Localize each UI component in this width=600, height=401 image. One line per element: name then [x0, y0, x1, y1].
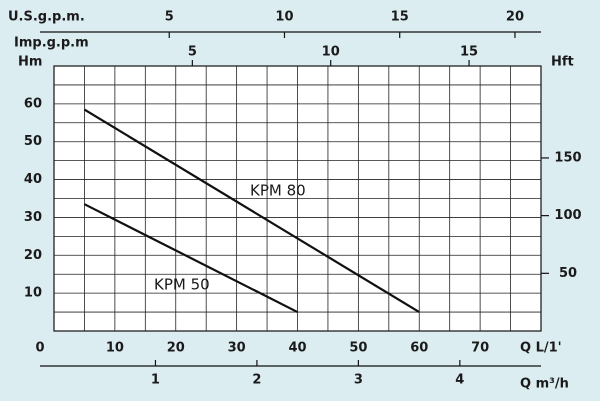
y2-tick-label: 50	[559, 266, 577, 281]
axis-tick-label: 4	[455, 373, 464, 388]
y2-tick-label: 150	[554, 150, 581, 165]
axis-title: U.S.g.p.m.	[8, 10, 85, 25]
y-tick-label: 30	[24, 210, 42, 225]
x-tick-label: 0	[35, 341, 44, 356]
y-tick-label: 60	[24, 96, 42, 111]
x-tick-label: 20	[167, 341, 185, 356]
axis-tick-label: 15	[460, 45, 478, 60]
axis-tick-label: 10	[322, 45, 340, 60]
axis-tick-label: 5	[188, 45, 197, 60]
y-tick-label: 10	[24, 286, 42, 301]
y-tick-label: 40	[24, 172, 42, 187]
axis-tick-label: 1	[151, 373, 160, 388]
axis-tick-label: 10	[275, 10, 293, 25]
x-tick-label: 60	[410, 341, 428, 356]
x-tick-label: 40	[288, 341, 306, 356]
y-axis-title: Hm	[18, 55, 42, 70]
axis-tick-label: 20	[506, 10, 524, 25]
y2-axis-title: Hft	[551, 55, 574, 70]
x-tick-label: 30	[228, 341, 246, 356]
axis-tick-label: 5	[165, 10, 174, 25]
y-tick-label: 20	[24, 248, 42, 263]
curve	[83, 203, 298, 314]
axis-title: Imp.g.p.m	[14, 36, 89, 51]
y-tick-label: 50	[24, 134, 42, 149]
curve-label: KPM 80	[250, 182, 306, 200]
curve-label: KPM 50	[154, 276, 210, 294]
x-tick-label: 10	[106, 341, 124, 356]
x-axis-title: Q L/1'	[520, 341, 562, 356]
axis-title: Q m³/h	[520, 377, 569, 392]
x-tick-label: 70	[471, 341, 489, 356]
axis-tick-label: 3	[354, 373, 363, 388]
curve	[83, 108, 420, 314]
axis-tick-label: 2	[252, 373, 261, 388]
axis-tick-label: 15	[391, 10, 409, 25]
x-tick-label: 50	[349, 341, 367, 356]
y2-tick-label: 100	[554, 208, 581, 223]
